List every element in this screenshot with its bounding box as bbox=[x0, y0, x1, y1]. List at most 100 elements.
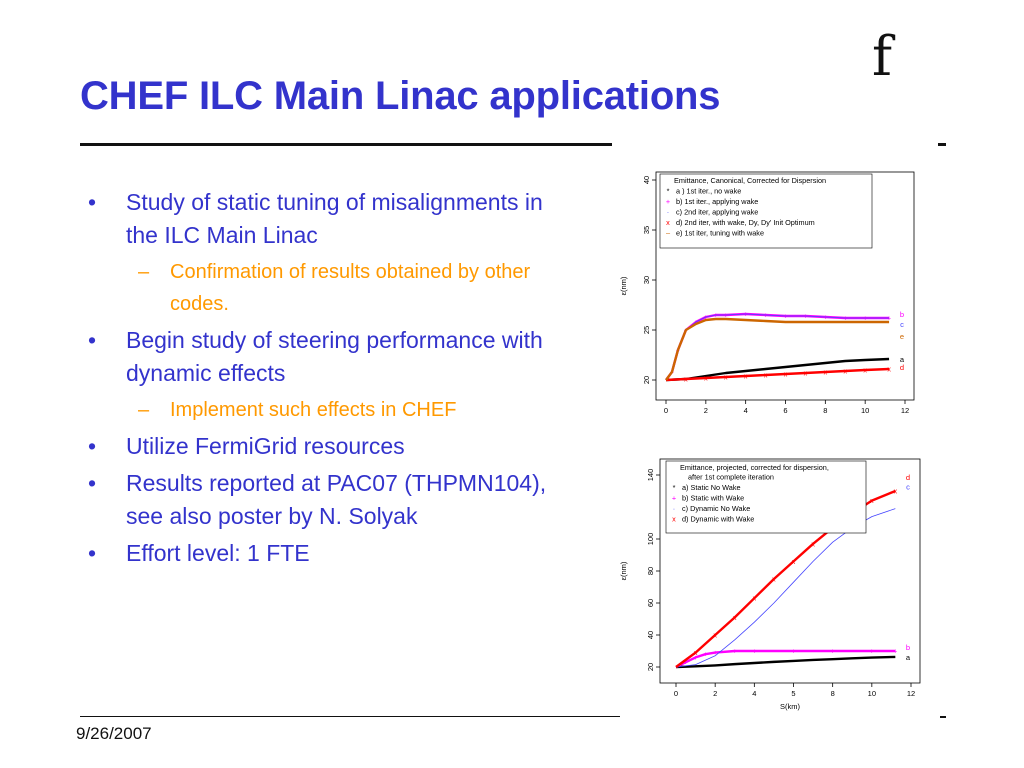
legend-marker: · bbox=[673, 504, 675, 513]
legend-entry: b) Static with Wake bbox=[682, 494, 744, 503]
bullet-list: • Study of static tuning of misalignments… bbox=[88, 186, 558, 574]
series-b-marker: + bbox=[703, 652, 707, 659]
series-b-marker: + bbox=[744, 312, 748, 319]
x-tick-label: 12 bbox=[907, 689, 915, 698]
y-tick-label: 35 bbox=[642, 226, 651, 234]
legend-entry: b) 1st iter., applying wake bbox=[676, 197, 758, 206]
y-tick-label: 30 bbox=[642, 276, 651, 284]
title-underline bbox=[80, 143, 612, 146]
series-d-marker: x bbox=[764, 373, 768, 380]
y-tick-label: 40 bbox=[642, 176, 651, 184]
series-b-marker: + bbox=[684, 660, 688, 667]
bullet-icon: • bbox=[88, 540, 97, 566]
legend-marker: – bbox=[666, 229, 671, 238]
dash-icon: – bbox=[138, 399, 150, 421]
legend-marker: · bbox=[667, 208, 669, 217]
legend-marker: * bbox=[667, 187, 670, 196]
series-b-marker: + bbox=[791, 649, 795, 656]
x-tick-label: 10 bbox=[861, 406, 869, 415]
y-axis-label: ε(nm) bbox=[619, 276, 628, 295]
series-d-marker: x bbox=[863, 368, 867, 375]
legend-subtitle: after 1st complete iteration bbox=[688, 473, 774, 482]
x-tick-label: 4 bbox=[752, 689, 756, 698]
title-underline-end bbox=[938, 143, 946, 146]
series-c-label: c bbox=[900, 320, 904, 329]
x-tick-label: 8 bbox=[823, 406, 827, 415]
sub-bullet-item: – Implement such effects in CHEF bbox=[88, 394, 558, 426]
series-b-label: b bbox=[906, 643, 910, 652]
x-tick-label: 2 bbox=[713, 689, 717, 698]
y-tick-label: 20 bbox=[642, 376, 651, 384]
series-d-line bbox=[665, 367, 890, 382]
y-tick-label: 140 bbox=[646, 469, 655, 482]
x-tick-label: 0 bbox=[664, 406, 668, 415]
series-b-marker: + bbox=[752, 649, 756, 656]
bullet-item: • Results reported at PAC07 (THPMN104), s… bbox=[88, 467, 558, 533]
series-d-marker: x bbox=[887, 367, 891, 374]
series-d-marker: x bbox=[894, 489, 898, 496]
bullet-icon: • bbox=[88, 189, 97, 215]
x-tick-label: 5 bbox=[791, 689, 795, 698]
series-b-marker: + bbox=[733, 649, 737, 656]
dash-icon: – bbox=[138, 261, 150, 283]
series-d-label: d bbox=[906, 473, 910, 482]
series-d-label: d bbox=[900, 363, 904, 372]
series-d-marker: x bbox=[772, 577, 776, 584]
x-axis-label: S(km) bbox=[780, 702, 800, 711]
series-d-marker: x bbox=[733, 615, 737, 622]
series-e-line bbox=[665, 317, 890, 381]
series-d-marker: x bbox=[784, 372, 788, 379]
y-tick-label: 80 bbox=[646, 567, 655, 575]
bullet-icon: • bbox=[88, 470, 97, 496]
series-b-marker: + bbox=[803, 314, 807, 321]
series-b-marker: + bbox=[704, 315, 708, 322]
sub-bullet-text: Confirmation of results obtained by othe… bbox=[170, 261, 531, 315]
x-tick-label: 12 bbox=[901, 406, 909, 415]
series-b-marker: + bbox=[823, 315, 827, 322]
legend-marker: * bbox=[673, 483, 676, 492]
series-e-label: e bbox=[900, 332, 904, 341]
legend-box bbox=[665, 460, 867, 534]
legend-entry: e) 1st iter, tuning with wake bbox=[676, 229, 764, 238]
legend-entry: c) Dynamic No Wake bbox=[682, 504, 750, 513]
series-a-line bbox=[665, 357, 890, 382]
x-tick-label: 6 bbox=[783, 406, 787, 415]
x-tick-label: 4 bbox=[744, 406, 748, 415]
footer-rule-end bbox=[940, 716, 946, 718]
series-a-label: a bbox=[900, 355, 905, 364]
series-b-marker: + bbox=[831, 649, 835, 656]
series-d-marker: x bbox=[724, 375, 728, 382]
series-d-marker: x bbox=[713, 633, 717, 640]
legend-title: Emittance, Canonical, Corrected for Disp… bbox=[674, 176, 826, 185]
series-d-marker: x bbox=[704, 376, 708, 383]
bullet-icon: • bbox=[88, 433, 97, 459]
series-b-marker: + bbox=[870, 649, 874, 656]
series-d-marker: x bbox=[684, 377, 688, 384]
slide-title: CHEF ILC Main Linac applications bbox=[80, 74, 721, 118]
legend-title: Emittance, projected, corrected for disp… bbox=[680, 463, 829, 472]
legend-marker: x bbox=[666, 218, 670, 227]
bullet-text: Utilize FermiGrid resources bbox=[126, 433, 405, 459]
x-tick-label: 0 bbox=[674, 689, 678, 698]
series-d-marker: x bbox=[804, 371, 808, 378]
series-b-marker: + bbox=[843, 316, 847, 323]
legend-entry: d) Dynamic with Wake bbox=[682, 515, 754, 524]
bullet-text: Study of static tuning of misalignments … bbox=[126, 189, 543, 248]
legend-entry: a) Static No Wake bbox=[682, 483, 741, 492]
y-tick-label: 20 bbox=[646, 663, 655, 671]
series-b-label: b bbox=[900, 310, 904, 319]
footer-rule bbox=[80, 716, 620, 717]
series-b-marker: + bbox=[893, 649, 897, 656]
legend-marker: + bbox=[666, 197, 670, 206]
legend-marker: + bbox=[672, 494, 676, 503]
series-b-line bbox=[675, 649, 896, 669]
x-tick-label: 8 bbox=[831, 689, 835, 698]
y-tick-label: 25 bbox=[642, 326, 651, 334]
series-b-marker: + bbox=[863, 316, 867, 323]
legend-entry: c) 2nd iter, applying wake bbox=[676, 208, 758, 217]
series-d-marker: x bbox=[753, 596, 757, 603]
y-tick-label: 40 bbox=[646, 631, 655, 639]
fermilab-logo-icon: f bbox=[872, 25, 892, 88]
legend-marker: x bbox=[672, 515, 676, 524]
series-d-marker: x bbox=[744, 374, 748, 381]
